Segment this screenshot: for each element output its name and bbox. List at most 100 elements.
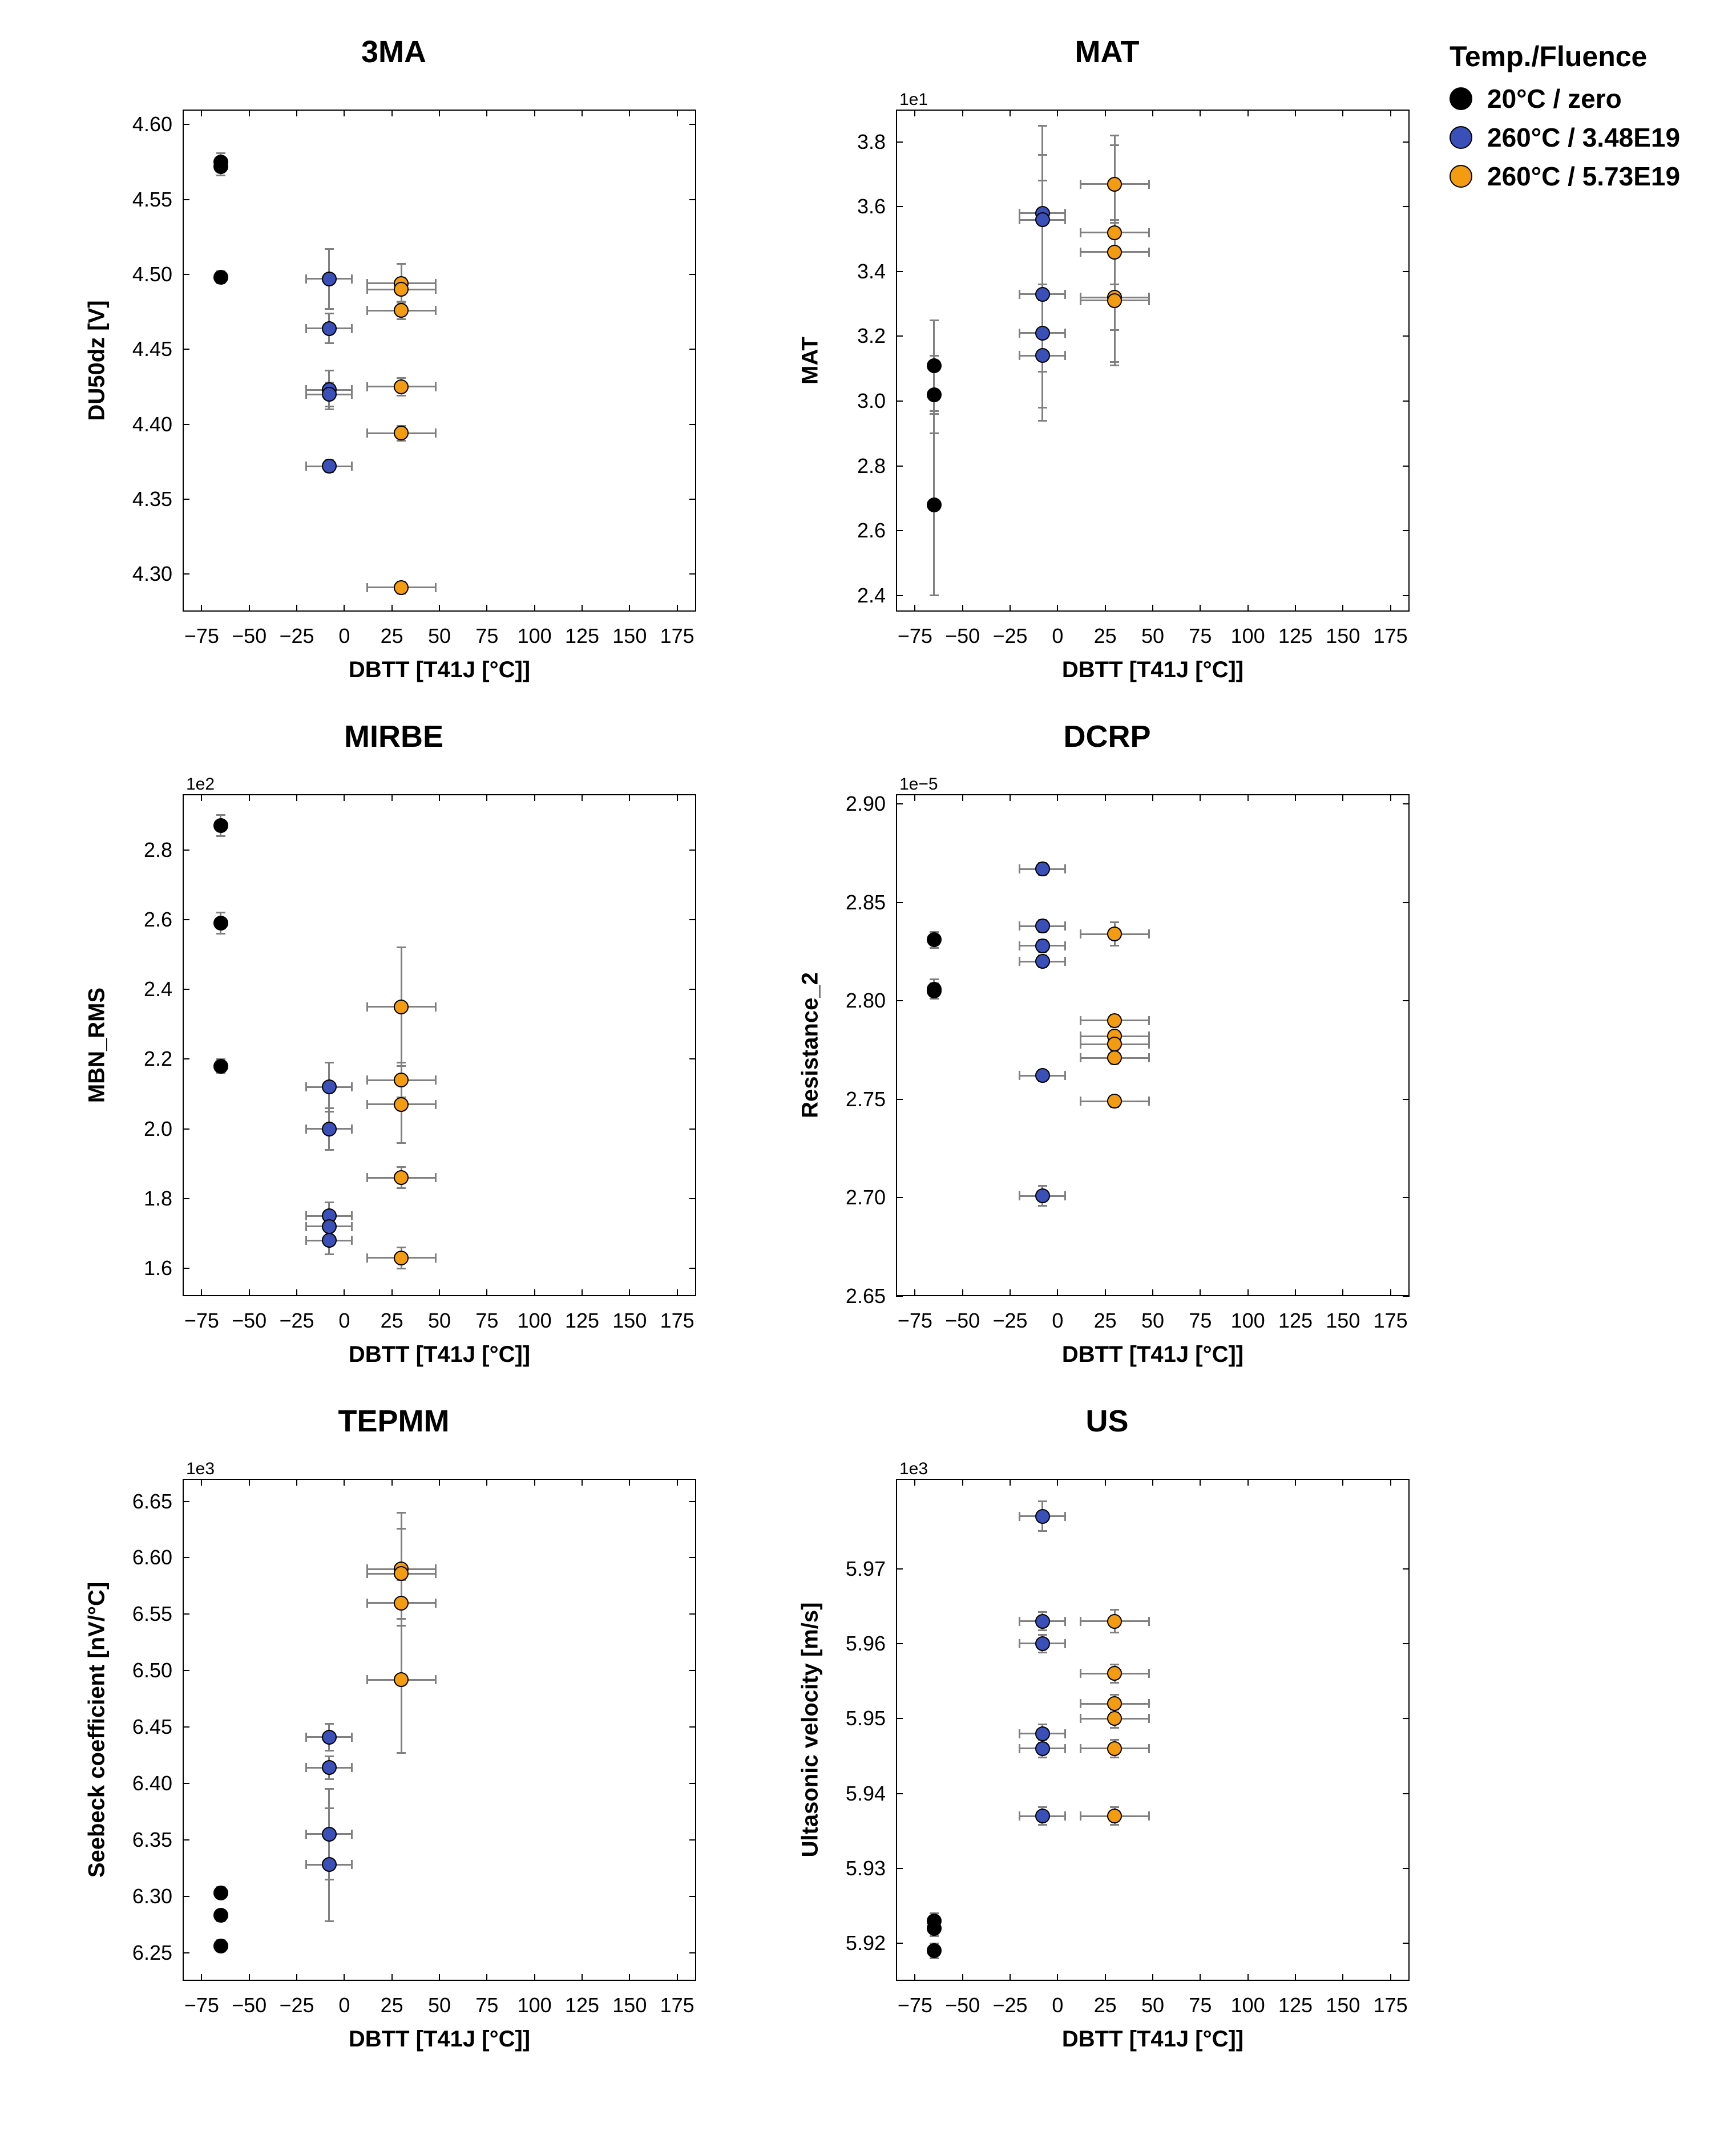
data-point [322,1857,337,1872]
x-tick [534,1974,535,1981]
x-tick-label: 75 [1189,1993,1212,2017]
x-tick-label: 25 [381,624,403,648]
x-tick-label: 150 [1326,624,1360,648]
y-tick-label: 4.40 [115,412,172,436]
error-cap [397,1065,406,1067]
data-point [1035,919,1050,933]
error-cap [435,1075,437,1085]
x-tick [296,605,297,612]
x-tick [439,1289,440,1296]
y-tick-label: 2.90 [829,792,886,816]
x-tick [486,110,487,116]
error-cap [1038,1757,1047,1758]
error-cap [435,1569,437,1578]
error-cap [325,1107,334,1109]
data-point [213,270,228,285]
error-cap [351,324,353,333]
x-tick-label: −75 [184,1309,219,1333]
y-tick [183,424,189,425]
error-cap [435,1253,437,1263]
x-tick [344,1289,345,1296]
y-tick [183,1726,189,1728]
x-tick [1152,110,1153,116]
error-cap [366,1599,368,1608]
error-cap [1019,1191,1020,1200]
x-tick [486,1479,487,1486]
data-point [213,916,228,931]
legend-label: 260°C / 3.48E19 [1487,122,1680,153]
error-cap [1080,1097,1081,1106]
error-cap [1148,1744,1150,1753]
y-tick [183,1557,189,1558]
error-cap [1019,1729,1020,1738]
x-tick-label: 50 [1141,1993,1164,2017]
data-point [322,1827,337,1842]
y-tick [183,1839,189,1841]
y-tick [689,1128,696,1130]
error-cap [435,1599,437,1608]
x-tick [1200,1974,1201,1981]
x-tick-label: 75 [475,1993,498,2017]
error-cap [930,355,939,357]
data-point [1035,1614,1050,1629]
error-cap [351,1236,353,1245]
y-exponent: 1e3 [899,1459,928,1479]
legend-marker-icon [1450,87,1472,110]
y-axis-label: MBN_RMS [84,988,110,1103]
y-tick [1403,1793,1410,1794]
x-tick-label: 100 [518,1993,552,2017]
error-cap [397,1752,406,1754]
y-tick [1403,803,1410,804]
x-tick [391,1289,393,1296]
data-point [1107,1711,1122,1726]
error-cap [1064,351,1066,360]
x-tick-label: −75 [184,1993,219,2017]
y-tick [896,1296,903,1297]
x-tick-label: −50 [945,1309,980,1333]
y-tick [896,1568,903,1570]
error-cap [351,274,353,284]
x-tick [1152,1974,1153,1981]
y-tick-label: 5.95 [829,1706,886,1730]
x-tick-label: 175 [1374,1309,1408,1333]
error-cap [1110,1824,1119,1826]
error-cap [325,1149,334,1151]
error-cap [1064,864,1066,873]
error-cap [216,835,225,837]
y-tick [896,530,903,531]
legend-marker-icon [1450,165,1472,188]
y-tick-label: 4.50 [115,262,172,286]
x-tick [1152,1479,1153,1486]
x-tick [201,605,202,612]
error-cap [1019,215,1020,224]
error-cap [1148,296,1150,305]
x-axis-label: DBTT [T41J [°C]] [349,657,530,683]
y-tick-label: 3.4 [829,260,886,284]
x-tick [439,794,440,801]
x-tick [962,1974,963,1981]
data-point [322,1730,337,1745]
error-cap [305,274,307,284]
error-cap [397,1268,406,1269]
error-cap [1080,180,1081,189]
y-tick [689,1670,696,1671]
x-tick [1247,1289,1249,1296]
x-tick [439,110,440,116]
error-cap [1080,296,1081,305]
data-point [1035,212,1050,227]
error-cap [325,1750,334,1752]
data-point [394,1073,409,1087]
x-tick [1390,605,1391,612]
error-cap [305,1124,307,1134]
error-cap [1080,1053,1081,1062]
x-tick [391,1479,393,1486]
data-point [1035,1068,1050,1083]
x-tick [1200,110,1201,116]
error-cap [397,263,406,265]
y-tick-label: 2.80 [829,989,886,1013]
x-tick [391,110,393,116]
y-tick [183,919,189,920]
y-tick [1403,1296,1410,1297]
x-tick-label: 175 [660,1993,695,2017]
y-tick [1403,595,1410,596]
